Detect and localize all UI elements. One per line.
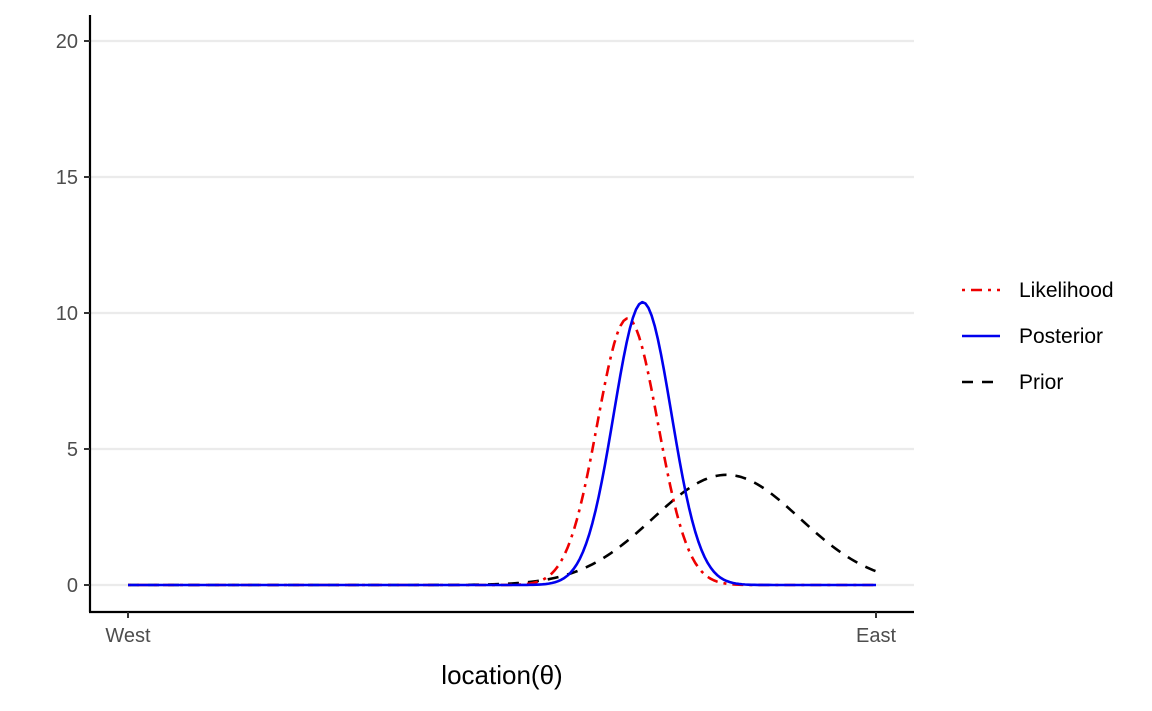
legend-label-likelihood: Likelihood	[1019, 279, 1114, 302]
gridlines	[90, 39, 914, 587]
legend: Likelihood Posterior Prior	[962, 279, 1114, 394]
legend-label-prior: Prior	[1019, 371, 1063, 394]
y-tick-label-20: 20	[56, 31, 78, 53]
x-tick-label-east: East	[856, 625, 896, 647]
series-likelihood-line	[128, 317, 876, 587]
series-posterior-line	[128, 300, 876, 587]
x-axis-title: location(θ)	[441, 660, 562, 690]
series-prior-line	[128, 473, 877, 587]
x-tick-label-west: West	[105, 625, 151, 647]
y-tick-label-5: 5	[67, 439, 78, 461]
y-ticks: 0 5 10 15 20	[56, 31, 90, 597]
y-tick-label-10: 10	[56, 303, 78, 325]
y-tick-label-0: 0	[67, 575, 78, 597]
series-lines	[128, 300, 877, 587]
y-tick-label-15: 15	[56, 167, 78, 189]
legend-label-posterior: Posterior	[1019, 325, 1103, 348]
x-ticks: West East	[105, 612, 896, 647]
